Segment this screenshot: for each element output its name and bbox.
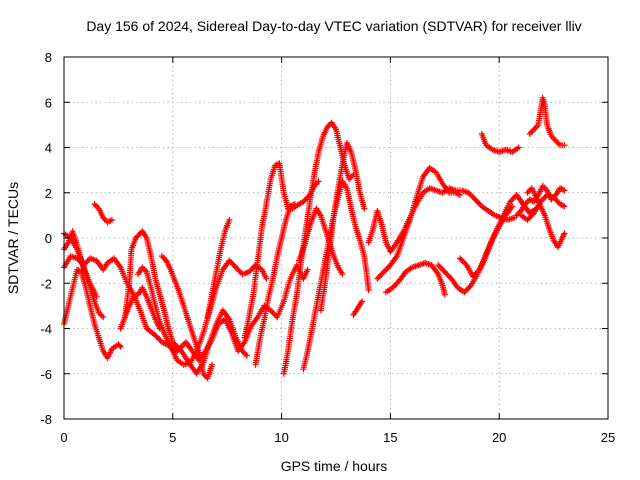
data-point [525,215,532,222]
data-point [365,287,372,293]
series-sat-e [61,230,100,300]
y-tick-label: 0 [45,231,52,246]
data-point [209,361,215,368]
series-sat-r [365,185,518,255]
data-point [93,293,100,300]
series-sat-h [117,284,163,332]
y-tick-label: 8 [45,50,52,65]
x-tick-label: 15 [383,430,397,445]
data-point [515,144,522,151]
series-sat-f [121,228,250,377]
data-point [315,178,322,185]
series-sat-m [280,119,357,377]
series-sat-c [91,201,115,226]
data-point [361,205,368,212]
data-point [339,271,346,278]
data-point [359,298,366,305]
x-axis-label: GPS time / hours [281,458,388,474]
data-point [156,325,163,332]
series-sat-q [350,298,366,318]
ticks-layer: 0 5 10 15 20 25 -8 -6 -4 -2 0 2 4 6 8 [40,50,615,445]
y-tick-label: 2 [45,186,52,201]
x-tick-label: 25 [601,430,615,445]
data-point [116,342,123,349]
data-point [561,187,568,194]
data-point [441,291,448,298]
series-sat-v [457,203,516,280]
y-tick-label: -2 [40,276,52,291]
x-tick-label: 20 [492,430,506,445]
data-point [561,203,568,210]
data-point [475,268,482,274]
points-layer [61,94,568,382]
data-point [108,216,115,223]
series-sat-j [204,216,233,321]
y-tick-label: 4 [45,141,52,156]
series-sat-p [317,140,368,314]
series-sat-aa [518,192,568,223]
x-tick-label: 5 [169,430,176,445]
data-point [374,275,381,282]
data-point [509,203,516,210]
data-point [561,142,568,149]
y-tick-label: -6 [40,367,52,382]
data-point [457,192,463,198]
y-tick-label: -4 [40,322,52,337]
series-sat-o [296,205,346,278]
data-point [550,194,557,201]
data-point [243,352,250,359]
data-point [100,314,107,321]
data-point [291,201,298,208]
data-point [263,275,270,282]
x-tick-label: 0 [60,430,67,445]
data-point [304,266,311,273]
chart-title: Day 156 of 2024, Sidereal Day-to-day VTE… [86,18,581,34]
series-sat-x [526,94,568,149]
y-tick-label: -8 [40,412,52,427]
data-point [117,343,124,350]
data-point [561,230,568,237]
y-axis-label: SDTVAR / TECUs [5,182,21,294]
data-point [459,258,466,265]
series-sat-w [478,130,522,155]
x-tick-label: 10 [274,430,288,445]
data-point [462,260,469,267]
series-sat-t [383,259,448,298]
y-tick-label: 6 [45,95,52,110]
series-sat-s [374,164,463,282]
series-sat-l [252,201,298,368]
series-sat-i [158,253,215,382]
data-point [226,216,233,223]
